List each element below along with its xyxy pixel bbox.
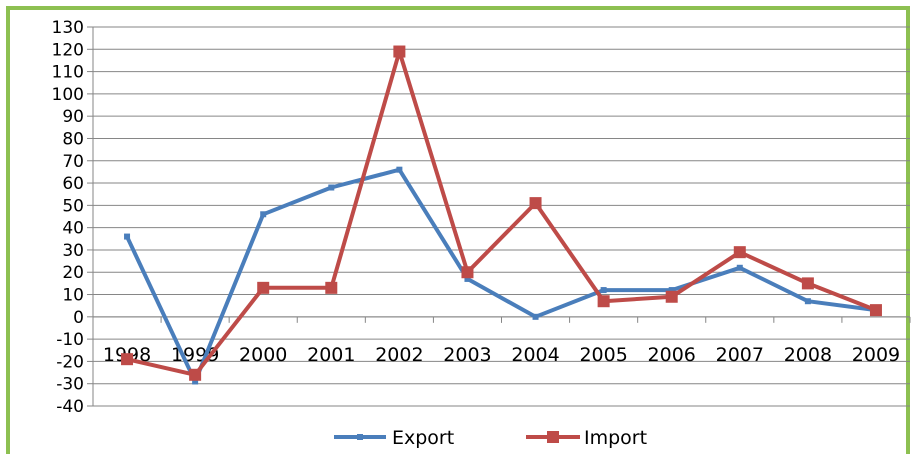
y-tick-label-120: 120: [52, 40, 84, 60]
point-import-2000: [257, 281, 270, 294]
x-tick-label-2006: 2006: [648, 344, 696, 366]
y-tick-label-10: 10: [62, 286, 84, 306]
point-import-2009: [869, 304, 882, 317]
point-import-2007: [733, 246, 746, 259]
y-tick-label-30: 30: [62, 241, 84, 261]
y-tick-label-110: 110: [52, 63, 84, 83]
legend-item-import: Import: [526, 427, 647, 449]
point-import-2006: [665, 290, 678, 303]
y-tick-label--40: -40: [56, 397, 84, 417]
y-tick-label-90: 90: [62, 107, 84, 127]
point-export-2001: [328, 184, 335, 191]
point-import-2003: [461, 266, 474, 279]
point-import-2004: [529, 197, 542, 210]
chart-frame: [6, 6, 910, 454]
x-tick-label-2003: 2003: [443, 344, 491, 366]
y-tick-label-40: 40: [62, 219, 84, 239]
point-import-2005: [597, 295, 610, 308]
y-tick-label--20: -20: [56, 352, 84, 372]
point-export-1999: [192, 378, 199, 385]
y-tick-label--30: -30: [56, 375, 84, 395]
x-tick-label-2007: 2007: [716, 344, 764, 366]
x-tick-label-2008: 2008: [784, 344, 832, 366]
y-tick-label-20: 20: [62, 263, 84, 283]
point-export-2005: [600, 287, 607, 294]
point-export-2004: [532, 313, 539, 320]
point-import-1998: [121, 353, 134, 366]
y-tick-label--10: -10: [56, 330, 84, 350]
point-export-2000: [260, 211, 267, 218]
x-tick-label-2005: 2005: [579, 344, 627, 366]
legend-import-label: Import: [584, 427, 647, 449]
series-line-export: [125, 167, 877, 384]
point-export-2008: [804, 298, 811, 305]
legend-export-marker: [357, 434, 363, 440]
y-tick-label-60: 60: [62, 174, 84, 194]
y-tick-label-130: 130: [52, 18, 84, 38]
legend-export-label: Export: [392, 427, 454, 449]
y-tick-label-100: 100: [52, 85, 84, 105]
point-import-2001: [325, 281, 338, 294]
x-axis-ticks: 1998199920002001200220032004200520062007…: [92, 316, 911, 366]
point-export-2006: [668, 287, 675, 294]
series-lines: [121, 45, 882, 385]
x-tick-label-2009: 2009: [852, 344, 900, 366]
x-tick-label-2001: 2001: [307, 344, 355, 366]
point-export-2007: [736, 264, 743, 271]
legend: Export Import: [334, 427, 647, 449]
y-tick-label-70: 70: [62, 152, 84, 172]
x-tick-label-2000: 2000: [239, 344, 287, 366]
y-tick-label-80: 80: [62, 129, 84, 149]
point-export-2003: [464, 275, 471, 282]
point-import-2002: [393, 45, 406, 58]
point-import-2008: [801, 277, 814, 290]
series-line-import: [126, 49, 877, 377]
x-tick-label-2004: 2004: [511, 344, 559, 366]
point-export-1998: [124, 233, 131, 240]
point-export-2002: [396, 166, 403, 173]
y-tick-label-0: 0: [73, 308, 84, 328]
legend-import-marker: [547, 431, 559, 443]
x-tick-label-2002: 2002: [375, 344, 423, 366]
y-tick-label-50: 50: [62, 196, 84, 216]
point-import-1999: [189, 368, 202, 381]
legend-item-export: Export: [334, 427, 454, 449]
